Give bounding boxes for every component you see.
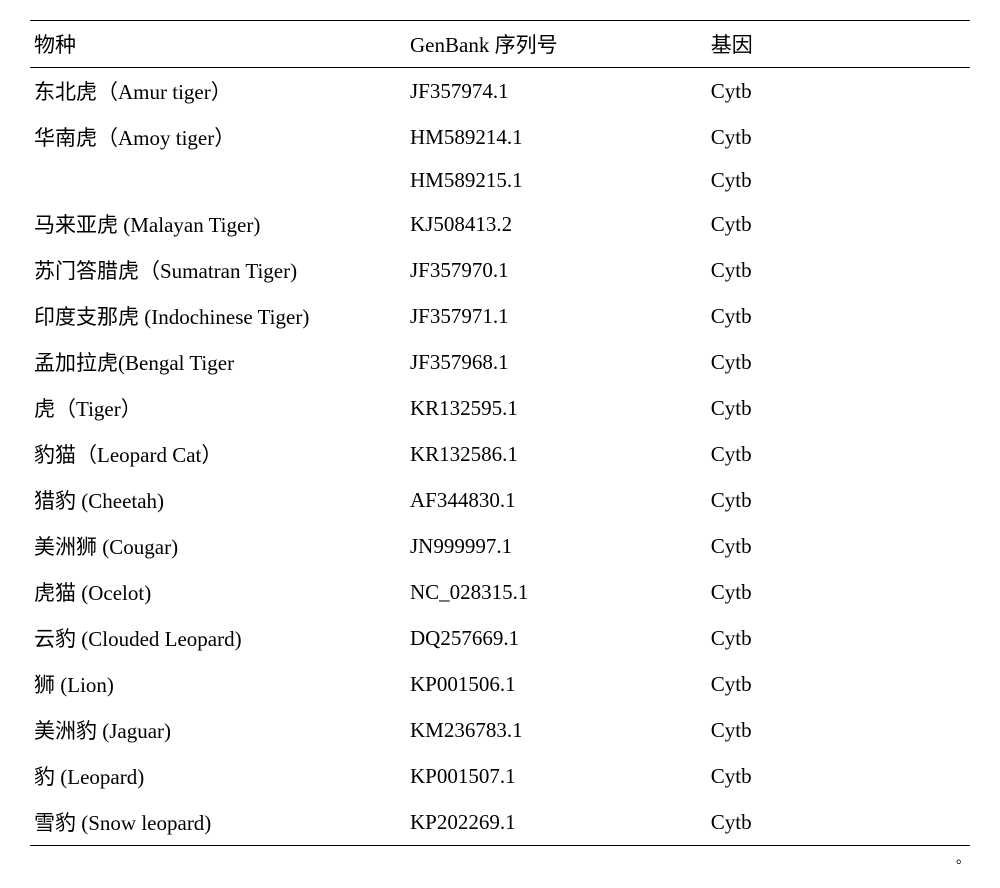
cell-genbank: DQ257669.1 <box>406 615 707 661</box>
table-body: 东北虎（Amur tiger） JF357974.1 Cytb 华南虎（Amoy… <box>30 68 970 846</box>
cell-gene: Cytb <box>707 385 970 431</box>
cell-species: 虎猫 (Ocelot) <box>30 569 406 615</box>
species-genbank-table: 物种 GenBank 序列号 基因 东北虎（Amur tiger） JF3579… <box>30 20 970 846</box>
table-row: 华南虎（Amoy tiger） HM589214.1 Cytb <box>30 114 970 160</box>
cell-species: 马来亚虎 (Malayan Tiger) <box>30 201 406 247</box>
table-row: 苏门答腊虎（Sumatran Tiger) JF357970.1 Cytb <box>30 247 970 293</box>
table-row: 东北虎（Amur tiger） JF357974.1 Cytb <box>30 68 970 115</box>
table-row: 猎豹 (Cheetah) AF344830.1 Cytb <box>30 477 970 523</box>
header-genbank: GenBank 序列号 <box>406 21 707 68</box>
cell-gene: Cytb <box>707 707 970 753</box>
cell-species: 豹猫（Leopard Cat） <box>30 431 406 477</box>
table-header-row: 物种 GenBank 序列号 基因 <box>30 21 970 68</box>
table-row: 孟加拉虎(Bengal Tiger JF357968.1 Cytb <box>30 339 970 385</box>
table-row: 云豹 (Clouded Leopard) DQ257669.1 Cytb <box>30 615 970 661</box>
cell-genbank: JN999997.1 <box>406 523 707 569</box>
cell-gene: Cytb <box>707 615 970 661</box>
cell-genbank: JF357974.1 <box>406 68 707 115</box>
table-row: 印度支那虎 (Indochinese Tiger) JF357971.1 Cyt… <box>30 293 970 339</box>
cell-gene: Cytb <box>707 339 970 385</box>
cell-species: 苏门答腊虎（Sumatran Tiger) <box>30 247 406 293</box>
table-row: 美洲豹 (Jaguar) KM236783.1 Cytb <box>30 707 970 753</box>
cell-genbank: KJ508413.2 <box>406 201 707 247</box>
cell-species: 豹 (Leopard) <box>30 753 406 799</box>
table-row: 豹 (Leopard) KP001507.1 Cytb <box>30 753 970 799</box>
table-row: 狮 (Lion) KP001506.1 Cytb <box>30 661 970 707</box>
cell-gene: Cytb <box>707 477 970 523</box>
cell-gene: Cytb <box>707 523 970 569</box>
table-row: 虎猫 (Ocelot) NC_028315.1 Cytb <box>30 569 970 615</box>
cell-species: 云豹 (Clouded Leopard) <box>30 615 406 661</box>
header-species: 物种 <box>30 21 406 68</box>
cell-species: 美洲豹 (Jaguar) <box>30 707 406 753</box>
cell-species: 孟加拉虎(Bengal Tiger <box>30 339 406 385</box>
cell-gene: Cytb <box>707 661 970 707</box>
cell-genbank: KP202269.1 <box>406 799 707 846</box>
cell-genbank: JF357968.1 <box>406 339 707 385</box>
cell-gene: Cytb <box>707 247 970 293</box>
cell-genbank: HM589215.1 <box>406 160 707 201</box>
cell-species: 华南虎（Amoy tiger） <box>30 114 406 160</box>
cell-genbank: JF357970.1 <box>406 247 707 293</box>
table-row: 美洲狮 (Cougar) JN999997.1 Cytb <box>30 523 970 569</box>
cell-gene: Cytb <box>707 753 970 799</box>
cell-gene: Cytb <box>707 201 970 247</box>
table-row: 豹猫（Leopard Cat） KR132586.1 Cytb <box>30 431 970 477</box>
trailing-period-mark: 。 <box>30 846 970 868</box>
cell-species: 美洲狮 (Cougar) <box>30 523 406 569</box>
cell-genbank: KP001506.1 <box>406 661 707 707</box>
cell-genbank: KR132586.1 <box>406 431 707 477</box>
cell-gene: Cytb <box>707 293 970 339</box>
cell-genbank: HM589214.1 <box>406 114 707 160</box>
cell-gene: Cytb <box>707 160 970 201</box>
cell-species: 狮 (Lion) <box>30 661 406 707</box>
table-row: 马来亚虎 (Malayan Tiger) KJ508413.2 Cytb <box>30 201 970 247</box>
table-row: 虎（Tiger） KR132595.1 Cytb <box>30 385 970 431</box>
header-gene: 基因 <box>707 21 970 68</box>
table-row: HM589215.1 Cytb <box>30 160 970 201</box>
cell-genbank: AF344830.1 <box>406 477 707 523</box>
cell-genbank: JF357971.1 <box>406 293 707 339</box>
cell-genbank: KP001507.1 <box>406 753 707 799</box>
cell-species <box>30 160 406 201</box>
cell-genbank: NC_028315.1 <box>406 569 707 615</box>
cell-species: 印度支那虎 (Indochinese Tiger) <box>30 293 406 339</box>
cell-gene: Cytb <box>707 799 970 846</box>
cell-species: 东北虎（Amur tiger） <box>30 68 406 115</box>
cell-gene: Cytb <box>707 569 970 615</box>
cell-species: 猎豹 (Cheetah) <box>30 477 406 523</box>
cell-species: 虎（Tiger） <box>30 385 406 431</box>
cell-species: 雪豹 (Snow leopard) <box>30 799 406 846</box>
cell-genbank: KR132595.1 <box>406 385 707 431</box>
cell-gene: Cytb <box>707 114 970 160</box>
cell-gene: Cytb <box>707 431 970 477</box>
cell-genbank: KM236783.1 <box>406 707 707 753</box>
cell-gene: Cytb <box>707 68 970 115</box>
table-row: 雪豹 (Snow leopard) KP202269.1 Cytb <box>30 799 970 846</box>
